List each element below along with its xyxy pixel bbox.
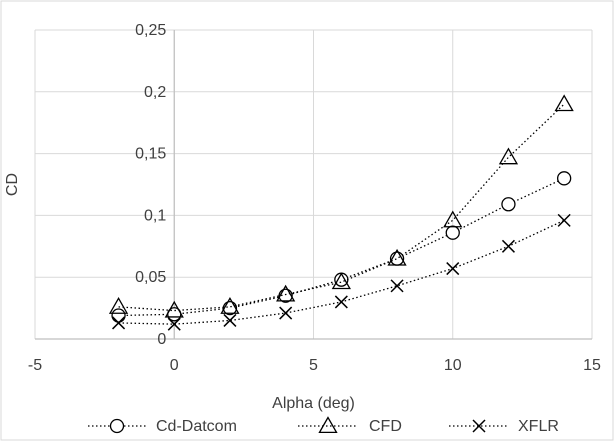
cross-stroke	[501, 239, 515, 253]
data-point-xflr	[390, 279, 404, 293]
x-tick-label: 0	[170, 357, 179, 374]
cross-stroke	[390, 279, 404, 293]
x-axis-title: Alpha (deg)	[272, 395, 355, 412]
data-series	[108, 94, 574, 331]
legend-marker	[318, 416, 338, 434]
data-point-cd-datcom	[501, 197, 516, 212]
data-point-cd-datcom	[334, 272, 349, 287]
y-tick-label: 0	[157, 331, 166, 348]
legend: Cd-Datcom CFD XFLR	[88, 416, 559, 435]
legend-item-cd-datcom: Cd-Datcom	[88, 418, 237, 435]
y-tick-label: 0,05	[135, 269, 166, 286]
legend-label: CFD	[369, 418, 402, 435]
x-tick-label: -5	[28, 357, 42, 374]
y-tick-label: 0,15	[135, 146, 166, 163]
data-point-cfd	[220, 297, 240, 314]
tick-labels: -5 0 5 10 15 0 0,05 0,1 0,15 0,2 0,25	[28, 22, 601, 374]
y-tick-label: 0,25	[135, 22, 166, 39]
cross-stroke	[167, 317, 181, 331]
data-point-cfd	[164, 300, 184, 318]
data-point-cfd	[108, 297, 129, 314]
x-tick-label: 15	[583, 357, 601, 374]
data-point-xflr	[167, 317, 181, 331]
data-point-cfd	[276, 284, 296, 302]
y-tick-label: 0,2	[144, 84, 166, 101]
data-point-cd-datcom	[445, 225, 460, 240]
data-point-cd-datcom	[111, 308, 126, 323]
series-cfd	[108, 94, 574, 318]
legend-marker	[472, 419, 486, 433]
legend-marker	[109, 418, 125, 434]
data-point-xflr	[334, 295, 348, 309]
data-point-cfd	[387, 248, 407, 266]
data-point-xflr	[501, 239, 515, 253]
data-point-xflr	[279, 306, 293, 320]
data-point-cfd	[443, 210, 463, 228]
cross-stroke	[446, 262, 460, 276]
y-axis-title: CD	[4, 173, 21, 196]
data-point-cfd	[331, 272, 351, 290]
legend-label: XFLR	[518, 418, 559, 435]
cross-stroke	[472, 419, 486, 433]
y-tick-label: 0,1	[144, 207, 166, 224]
cross-stroke	[279, 306, 293, 320]
series-xflr	[112, 213, 571, 331]
cross-stroke	[223, 313, 237, 327]
x-tick-label: 5	[309, 357, 318, 374]
legend-label: Cd-Datcom	[156, 418, 237, 435]
series-line-cd-datcom	[118, 177, 565, 317]
cross-stroke	[557, 213, 571, 227]
data-point-cfd	[554, 94, 574, 112]
cross-stroke	[334, 295, 348, 309]
data-point-cfd	[498, 147, 519, 165]
data-point-xflr	[446, 262, 460, 276]
data-point-xflr	[557, 213, 571, 227]
data-point-xflr	[223, 313, 237, 327]
cross-stroke	[112, 316, 126, 330]
legend-item-xflr: XFLR	[449, 418, 559, 435]
axes	[35, 30, 592, 340]
legend-item-cfd: CFD	[298, 416, 402, 435]
x-tick-label: 10	[444, 357, 462, 374]
data-point-xflr	[112, 316, 126, 330]
data-point-cd-datcom	[557, 171, 572, 186]
